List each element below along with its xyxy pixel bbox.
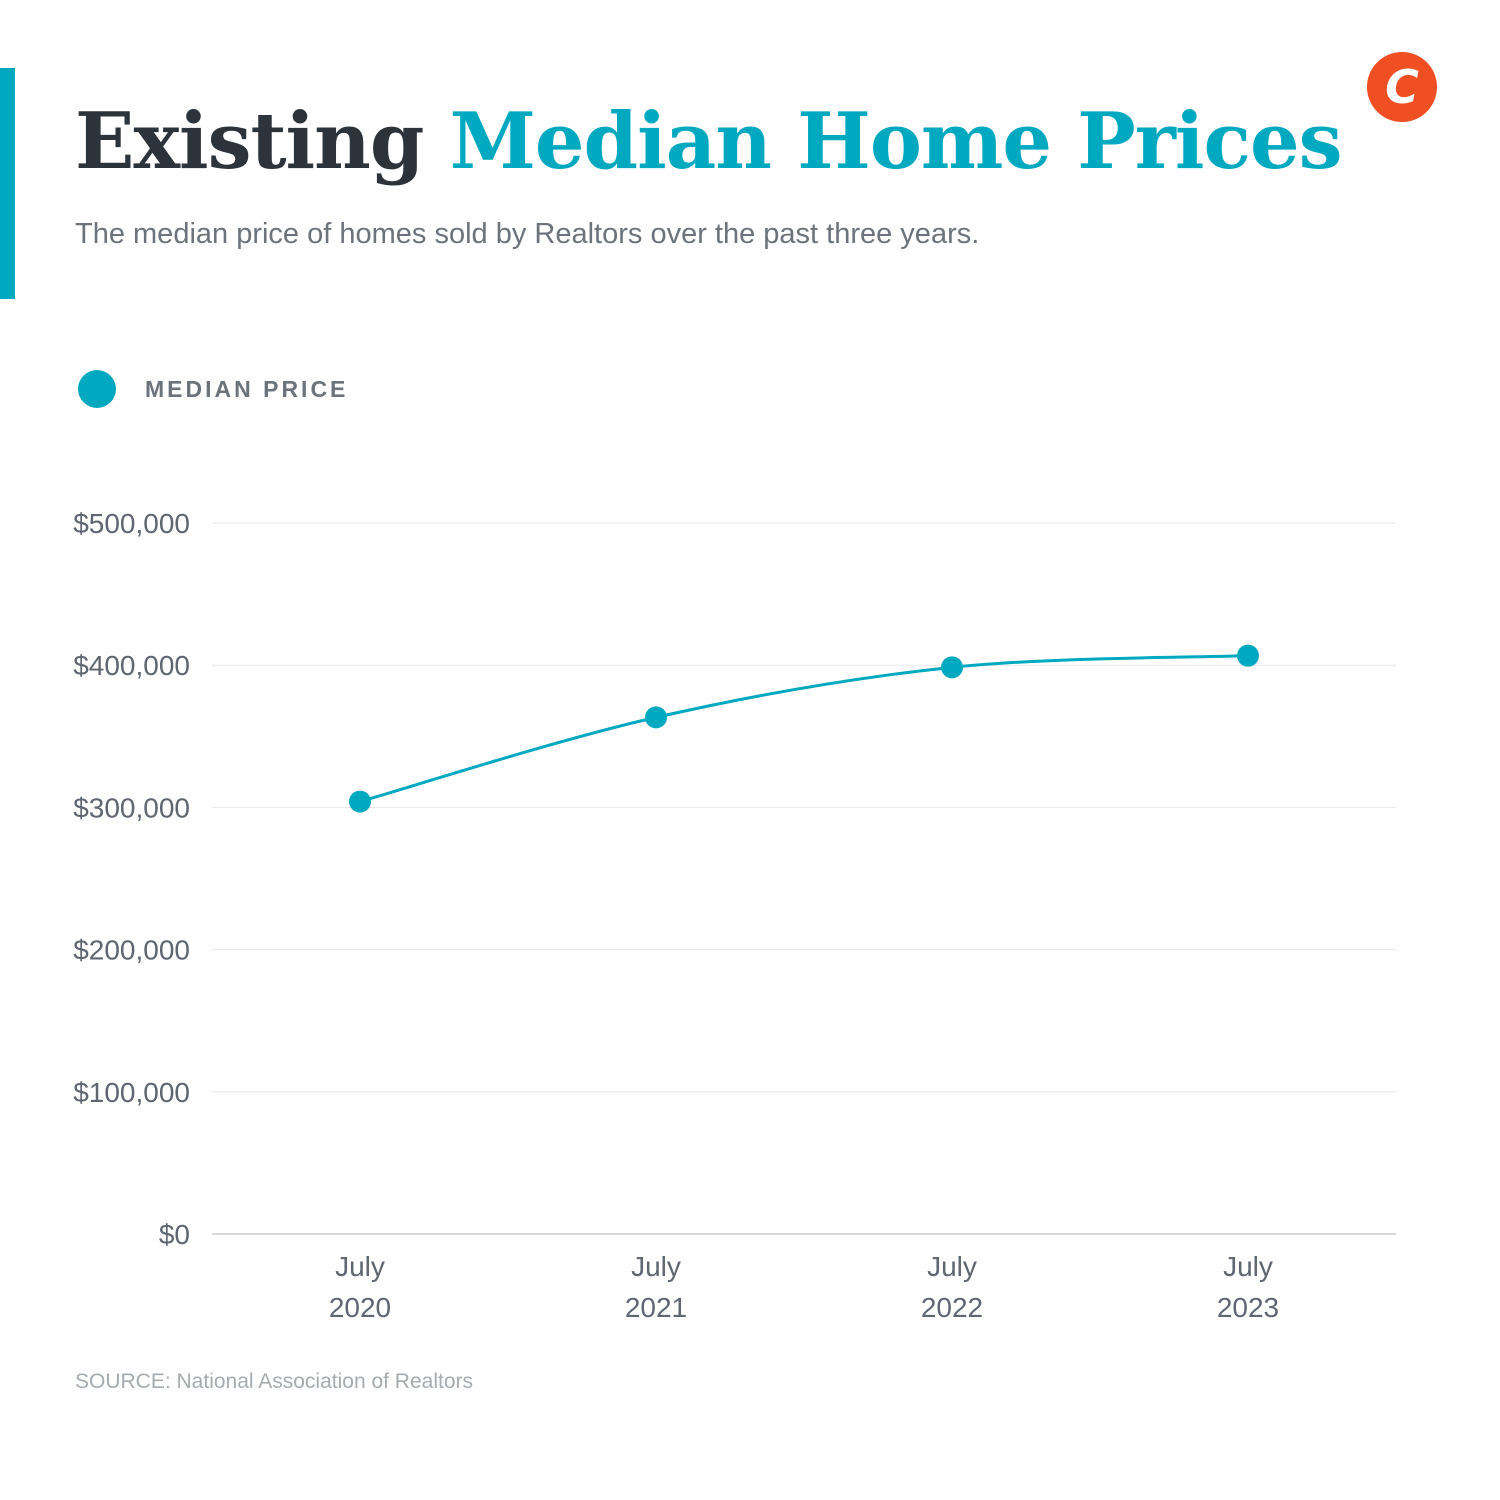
x-tick-label-line: 2021 — [625, 1292, 687, 1323]
logo-glyph: C — [1385, 60, 1419, 114]
x-tick-label: July 2021 — [625, 1251, 687, 1323]
y-tick-label: $0 — [159, 1219, 190, 1250]
subtitle: The median price of homes sold by Realto… — [75, 218, 980, 250]
accent-bar — [0, 68, 15, 299]
source-note: SOURCE: National Association of Realtors — [75, 1370, 474, 1393]
x-tick-label: July 2020 — [329, 1251, 391, 1323]
x-tick-label-line: July — [335, 1251, 385, 1282]
y-tick-label: $400,000 — [73, 650, 190, 681]
x-tick-label-line: 2020 — [329, 1292, 391, 1323]
x-tick-label-line: July — [927, 1251, 977, 1282]
y-tick-label: $300,000 — [73, 792, 190, 823]
x-tick-label-line: 2023 — [1217, 1292, 1279, 1323]
legend-marker-icon — [78, 370, 116, 408]
x-tick-label-line: 2022 — [921, 1292, 983, 1323]
data-point — [941, 656, 963, 679]
y-tick-label: $200,000 — [73, 935, 190, 966]
title-part-accent: Median Home Prices — [449, 96, 1343, 187]
x-tick-label-line: July — [631, 1251, 681, 1282]
x-tick-label: July 2022 — [921, 1251, 983, 1323]
page-title: Existing Median Home Prices — [75, 92, 1343, 192]
x-tick-label: July 2023 — [1217, 1251, 1279, 1323]
y-tick-label: $500,000 — [73, 508, 190, 539]
x-tick-label-line: July — [1223, 1251, 1273, 1282]
data-point — [645, 706, 667, 729]
legend-label: MEDIAN PRICE — [145, 375, 349, 402]
title-part-dark: Existing — [75, 96, 424, 187]
brand-c-logo-icon: C — [1367, 52, 1437, 122]
series-line — [359, 654, 1249, 804]
y-tick-label: $100,000 — [73, 1077, 190, 1108]
data-point — [1237, 644, 1259, 667]
data-point — [349, 790, 371, 813]
legend: MEDIAN PRICE — [78, 370, 348, 408]
